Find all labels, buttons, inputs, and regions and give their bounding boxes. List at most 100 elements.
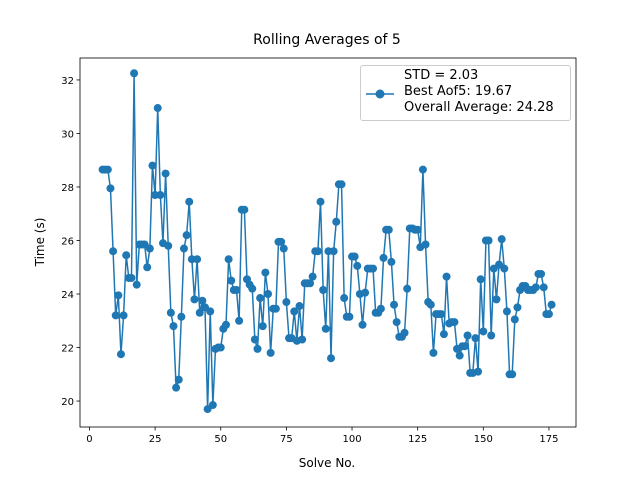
marker [179, 244, 188, 253]
marker [418, 165, 427, 174]
marker [471, 334, 480, 343]
marker [195, 308, 204, 317]
x-tick-label: 50 [214, 434, 227, 445]
marker [250, 335, 259, 344]
marker [169, 322, 178, 331]
marker [384, 225, 393, 234]
x-tick-label: 0 [86, 434, 92, 445]
marker [198, 296, 207, 305]
marker [510, 315, 519, 324]
marker [193, 255, 202, 264]
marker [130, 69, 139, 78]
marker [172, 383, 181, 392]
marker [321, 324, 330, 333]
x-tick-label: 125 [408, 434, 427, 445]
marker [502, 307, 511, 316]
marker [544, 310, 553, 319]
marker [531, 283, 540, 292]
marker [313, 247, 322, 256]
marker [500, 264, 509, 273]
marker [421, 240, 430, 249]
marker [106, 184, 115, 193]
marker [353, 261, 362, 270]
x-axis-label: Solve No. [299, 456, 356, 470]
marker [479, 327, 488, 336]
marker [143, 263, 152, 272]
marker [216, 343, 225, 352]
marker [337, 180, 346, 189]
marker [161, 169, 170, 178]
marker [258, 322, 267, 331]
marker [127, 273, 136, 282]
marker [376, 304, 385, 313]
y-tick-label: 26 [61, 236, 74, 247]
marker [329, 247, 338, 256]
marker [308, 272, 317, 281]
marker [221, 320, 230, 329]
marker [413, 225, 422, 234]
legend: STD = 2.03 Best Aof5: 19.67 Overall Aver… [360, 65, 571, 121]
y-tick-label: 20 [61, 397, 74, 408]
marker [116, 350, 125, 359]
marker [295, 302, 304, 311]
marker [109, 247, 118, 256]
marker [439, 330, 448, 339]
marker [119, 311, 128, 320]
marker [266, 348, 275, 357]
marker [256, 294, 265, 303]
marker [122, 251, 131, 260]
marker [460, 342, 469, 351]
marker [235, 316, 244, 325]
marker [513, 303, 522, 312]
legend-label: STD = 2.03 Best Aof5: 19.67 Overall Aver… [404, 68, 554, 115]
marker [248, 284, 257, 293]
y-axis-label: Time (s) [33, 218, 47, 268]
marker [492, 295, 501, 304]
marker [463, 331, 472, 340]
marker [148, 161, 157, 170]
legend-marker [375, 89, 385, 99]
marker [361, 288, 370, 297]
marker [539, 283, 548, 292]
x-tick-label: 150 [474, 434, 493, 445]
chart-title: Rolling Averages of 5 [253, 32, 401, 48]
marker [316, 197, 325, 206]
marker [185, 197, 194, 206]
marker [111, 311, 120, 320]
marker [282, 298, 291, 307]
marker [508, 370, 517, 379]
legend-key [366, 89, 394, 99]
marker [271, 304, 280, 313]
marker [190, 295, 199, 304]
marker [227, 276, 236, 285]
marker [369, 264, 378, 273]
marker [103, 165, 112, 174]
marker [547, 300, 556, 309]
marker [166, 308, 175, 317]
marker [390, 300, 399, 309]
x-tick-label: 75 [280, 434, 293, 445]
marker [455, 351, 464, 360]
marker [450, 318, 459, 327]
marker [290, 307, 299, 316]
marker [403, 284, 412, 293]
marker [224, 255, 233, 264]
marker [392, 318, 401, 327]
marker [156, 191, 165, 200]
marker [264, 290, 273, 299]
marker [306, 279, 315, 288]
marker [319, 285, 328, 294]
marker [261, 268, 270, 277]
marker [164, 241, 173, 250]
y-tick-label: 24 [61, 290, 74, 301]
marker [358, 320, 367, 329]
marker [145, 244, 154, 253]
marker [429, 348, 438, 357]
y-tick-label: 22 [61, 344, 74, 355]
marker [379, 253, 388, 262]
marker [340, 294, 349, 303]
marker [177, 312, 186, 321]
x-tick-label: 175 [539, 434, 558, 445]
marker [206, 307, 215, 316]
